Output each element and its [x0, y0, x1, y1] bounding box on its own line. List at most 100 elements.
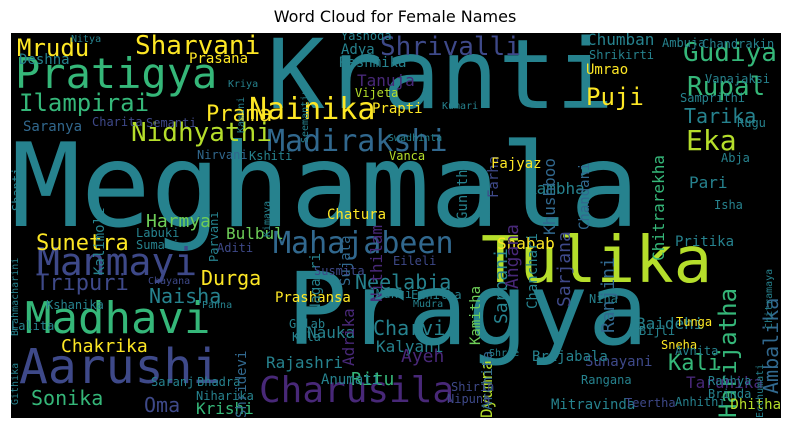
cloud-word: Nina [589, 292, 618, 306]
cloud-word: Vanca [389, 149, 426, 163]
cloud-word: Bulbul [226, 224, 284, 243]
cloud-word: Samprithi [680, 91, 746, 105]
cloud-word: Bijli [639, 324, 676, 338]
cloud-word: Baidehi [636, 314, 704, 333]
cloud-word: Vanajaksi [705, 72, 771, 86]
cloud-word: Rupal [687, 72, 766, 102]
cloud-word: Kalimoli [92, 207, 108, 275]
cloud-word: Krishi [196, 399, 254, 418]
cloud-word: Kalyani [376, 337, 444, 356]
cloud-word: Teertha [625, 396, 676, 410]
cloud-word: Tunga [676, 315, 713, 329]
cloud-word: Brahmacharini [11, 257, 21, 336]
cloud-word: Isha [714, 198, 743, 212]
cloud-word: Sonika [31, 386, 104, 410]
cloud-word: Parvani [207, 211, 221, 262]
cloud-word: Gulab [289, 317, 326, 331]
cloud-word: Chandani [577, 162, 593, 230]
cloud-word: Kimaya [262, 200, 273, 237]
cloud-word: Saranya [23, 119, 83, 135]
cloud-word: Abja [721, 151, 750, 165]
cloud-word: Kamini [236, 96, 247, 133]
cloud-word: Kala [292, 330, 321, 344]
cloud-word: Pratigya [15, 49, 218, 98]
cloud-word: Khushboo [540, 157, 559, 235]
cloud-word: Rugu [737, 116, 766, 130]
cloud-word: Charusila [259, 370, 455, 411]
cloud-word: Brinda [708, 387, 752, 401]
cloud-word: Ambuja [662, 36, 706, 50]
cloud-word: Kshanika [46, 298, 104, 312]
cloud-word: Aditi [217, 241, 254, 255]
cloud-word: Kshiti [249, 149, 293, 163]
cloud-word: Panna [202, 300, 233, 311]
cloud-word: Kamitha [468, 285, 484, 345]
cloud-word: Sharvani [135, 33, 261, 61]
cloud-word: Harmya [146, 211, 212, 232]
cloud-word: Nidhyathi [131, 118, 272, 148]
cloud-word: Ritu [351, 369, 395, 390]
cloud-word: Eka [686, 124, 737, 157]
cloud-word: Nagasri [308, 252, 324, 312]
cloud-word: Kranti [267, 33, 614, 131]
chart-title: Word Cloud for Female Names [273, 7, 517, 26]
cloud-word: Ayeh [401, 346, 445, 367]
cloud-word: Saranj [151, 375, 195, 389]
cloud-word: Shridevi [234, 350, 250, 418]
cloud-word: Nitya [71, 34, 102, 45]
cloud-word: Kriya [228, 79, 259, 90]
cloud-word: Umrao [586, 62, 629, 78]
cloud-word: Charita [92, 115, 143, 129]
cloud-word: Adya [341, 42, 375, 58]
cloud-word: Brijabala [532, 349, 608, 365]
cloud-word: Kumari [442, 101, 479, 112]
cloud-word: Tarika [684, 104, 757, 128]
cloud-word: Prasana [189, 51, 249, 67]
cloud-word: Githika [11, 362, 21, 405]
cloud-word: Prama [206, 102, 273, 127]
cloud-word: Pragya [287, 251, 649, 368]
cloud-word: Sarjana [554, 231, 575, 307]
cloud-word: Yashoda [341, 33, 392, 43]
cloud-word: Shrivalli [380, 33, 521, 62]
cloud-word: Anhithi [675, 395, 726, 409]
cloud-word: Swadhinta [388, 133, 443, 144]
cloud-word: Shrikirti [589, 48, 655, 62]
cloud-word: Oma [144, 393, 181, 417]
cloud-word: Avnita [675, 344, 719, 358]
cloud-word: Mrudu [17, 34, 90, 62]
cloud-word: Tripuri [36, 271, 129, 296]
cloud-word: Mudra [413, 299, 444, 310]
cloud-word: Sneha [661, 338, 698, 352]
cloud-word: Chandrakin [702, 37, 775, 51]
cloud-word: Prashansa [275, 290, 351, 306]
cloud-word: Naisha [149, 284, 222, 308]
cloud-word: Nipuna [447, 392, 491, 406]
cloud-word: Madhavi [25, 293, 211, 344]
cloud-word: Rashmika [339, 55, 407, 71]
cloud-word: Dhitha [730, 397, 781, 413]
cloud-word: Kali [668, 351, 721, 376]
cloud-word: Niharika [196, 389, 254, 403]
cloud-word: Eileli [393, 254, 437, 268]
word-cloud: Meghamala Pragya Kranti Tulika Pratigya Aarus… [11, 33, 781, 418]
cloud-word: Pritika [675, 234, 735, 250]
cloud-word: Neelabja [355, 270, 452, 294]
cloud-word: Aarushi [19, 339, 222, 395]
cloud-word: Edhitha [411, 288, 462, 302]
cloud-word: Labuki [136, 226, 180, 240]
cloud-word: Chayana [148, 276, 191, 287]
cloud-word: Seemantini [300, 82, 311, 143]
cloud-word: Gudiya [683, 38, 777, 68]
cloud-word: Pari [689, 173, 728, 192]
cloud-word: Ecchumati [755, 363, 766, 418]
cloud-word: Shabab [497, 234, 555, 253]
cloud-word: Rajashri [266, 353, 344, 372]
cloud-word: Deshna [19, 52, 70, 68]
cloud-word: Vijeta [355, 86, 399, 100]
cloud-word: Shanti [11, 167, 24, 211]
cloud-word: Fajyaz [491, 156, 542, 172]
cloud-word: Susmita [314, 264, 365, 278]
cloud-word: Mitravinda [551, 397, 636, 413]
cloud-word: Rangana [581, 373, 632, 387]
